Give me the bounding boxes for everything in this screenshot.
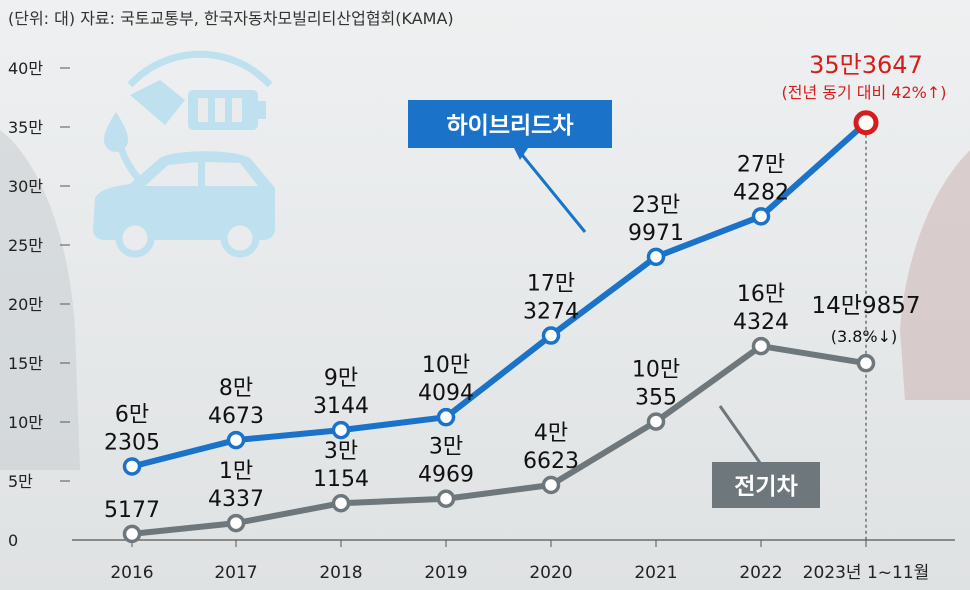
y-tick-label: 40만 xyxy=(8,59,43,78)
hybrid-series-badge: 하이브리드차 xyxy=(408,100,612,233)
y-tick-label: 5만 xyxy=(8,472,33,491)
x-tick-label: 2023년 1~11월 xyxy=(803,563,930,583)
hybrid-series-line xyxy=(131,120,868,470)
y-tick-label: 20만 xyxy=(8,295,43,314)
ev-data-label: 10만 xyxy=(632,358,680,383)
source-note: (단위: 대) 자료: 국토교통부, 한국자동차모빌리티산업협회(KAMA) xyxy=(8,9,454,28)
hybrid-data-label: 3144 xyxy=(313,394,369,419)
x-axis: 2016 2017 2018 2019 2020 2021 2022 2023년 1~11월 xyxy=(110,540,929,583)
x-tick-label: 2020 xyxy=(529,563,572,583)
ev-point xyxy=(541,475,561,495)
data-points xyxy=(122,110,879,544)
ev-data-label: 5177 xyxy=(104,498,160,523)
ev-2023-value: 14만9857 xyxy=(812,293,921,319)
arc-top xyxy=(127,50,273,88)
hybrid-data-label: 4282 xyxy=(733,180,789,205)
hybrid-data-label: 17만 xyxy=(527,272,575,297)
hybrid-point xyxy=(436,407,456,427)
hybrid-badge-label: 하이브리드차 xyxy=(447,113,574,139)
x-tick-label: 2017 xyxy=(214,563,257,583)
hybrid-point xyxy=(541,326,561,345)
y-tick-label: 25만 xyxy=(8,236,43,255)
hybrid-point xyxy=(751,207,771,226)
hybrid-data-label: 9971 xyxy=(628,221,684,246)
hybrid-point xyxy=(646,247,666,267)
fuel-drop-icon xyxy=(104,80,185,152)
ev-data-label: 4만 xyxy=(534,421,568,446)
x-tick-label: 2022 xyxy=(739,563,782,583)
ev-data-label: 16만 xyxy=(737,282,785,307)
y-tick-label: 10만 xyxy=(8,413,43,432)
ev-data-label: 6623 xyxy=(523,449,579,474)
hybrid-data-label: 9만 xyxy=(324,366,358,391)
battery-icon xyxy=(188,90,266,130)
ev-point xyxy=(751,336,771,356)
hybrid-data-label: 3274 xyxy=(523,300,579,325)
y-tick-label: 0 xyxy=(8,531,18,550)
hybrid-point xyxy=(122,457,142,476)
ev-data-label: 1154 xyxy=(313,467,369,492)
ev-series-badge: 전기차 xyxy=(712,405,820,508)
ev-point xyxy=(436,489,456,508)
ev-data-label: 4969 xyxy=(418,463,474,488)
hybrid-data-label: 6만 xyxy=(115,402,149,427)
hybrid-point xyxy=(331,420,351,440)
ev-point xyxy=(331,493,351,513)
ev-data-label: 3만 xyxy=(324,439,358,464)
hybrid-data-label: 8만 xyxy=(219,376,253,401)
x-tick-label: 2018 xyxy=(319,563,362,583)
x-tick-label: 2021 xyxy=(634,563,677,583)
hybrid-2023-change: (전년 동기 대비 42%↑) xyxy=(781,83,946,102)
y-tick-label: 15만 xyxy=(8,354,43,373)
x-tick-label: 2019 xyxy=(424,563,467,583)
ev-point xyxy=(856,353,876,373)
hybrid-point-highlight xyxy=(853,110,879,136)
ev-series-line xyxy=(131,343,867,537)
x-tick-label: 2016 xyxy=(110,563,153,583)
hybrid-data-label: 4094 xyxy=(418,381,474,406)
background-car-right xyxy=(900,150,970,400)
y-tick-label: 35만 xyxy=(8,118,43,137)
hybrid-2023-value: 35만3647 xyxy=(809,51,923,79)
hybrid-data-label: 4673 xyxy=(208,404,264,429)
data-labels: 6만 2305 8만 4673 9만 3144 10만 4094 17만 3274 23만 9971 2… xyxy=(104,152,789,523)
ev-data-label: 355 xyxy=(635,386,677,411)
hybrid-point xyxy=(226,430,246,450)
background-car-left xyxy=(0,130,80,470)
hybrid-car-illustration xyxy=(93,50,275,258)
ev-point xyxy=(122,524,142,544)
ev-2023-change: (3.8%↓) xyxy=(831,327,898,346)
hybrid-data-label: 10만 xyxy=(422,353,470,378)
y-axis: 0 5만 10만 15만 20만 25만 30만 35만 40만 xyxy=(8,59,70,550)
ev-data-label: 4324 xyxy=(733,310,789,335)
ev-badge-label: 전기차 xyxy=(734,474,797,500)
hybrid-data-label: 2305 xyxy=(104,430,160,455)
hybrid-data-label: 27만 xyxy=(737,152,785,177)
ev-data-label: 4337 xyxy=(208,487,264,512)
ev-data-label: 1만 xyxy=(219,459,253,484)
ev-point xyxy=(646,412,666,431)
y-tick-label: 30만 xyxy=(8,177,43,196)
ev-data-label: 3만 xyxy=(429,435,463,460)
ev-point xyxy=(226,513,246,533)
car-icon xyxy=(93,151,275,258)
hybrid-data-label: 23만 xyxy=(632,193,680,218)
